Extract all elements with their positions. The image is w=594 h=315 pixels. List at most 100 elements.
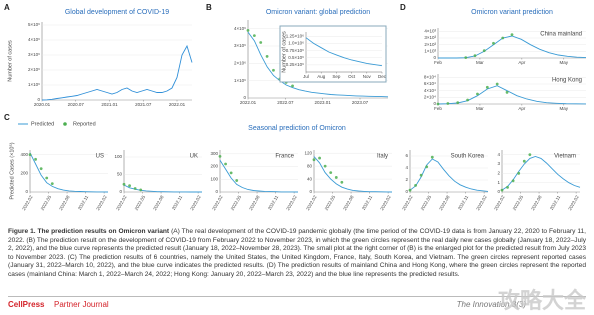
reported-point	[133, 187, 137, 190]
panel-letter: C	[4, 113, 10, 122]
brand: CellPress	[8, 300, 45, 309]
reported-point	[265, 55, 269, 58]
panel-title: Seasonal prediction of Omicron	[248, 125, 346, 132]
y-tick-label: 2×10³	[424, 42, 436, 47]
journal: The Innovation 3(3)	[456, 300, 526, 309]
y-tick-label: 120	[304, 150, 312, 155]
y-tick-label: 1	[497, 180, 500, 185]
subplot-label: China mainland	[540, 32, 582, 38]
x-tick-label: 2022.11	[549, 194, 562, 211]
subplot-label: Vietnam	[554, 154, 576, 160]
y-tick-label: 50	[117, 172, 123, 177]
y-tick-label: 1×10⁶	[234, 78, 246, 83]
reported-point	[505, 90, 509, 94]
x-tick-label: 2022.11	[77, 194, 90, 211]
y-tick-label: 3×10⁶	[234, 43, 246, 48]
y-tick-label: 0	[119, 189, 122, 194]
x-tick-label: 2022.02	[211, 194, 224, 211]
panel-title: Global development of COVID-19	[65, 9, 169, 16]
y-tick-label: 0	[433, 55, 436, 60]
caption: Figure 1. The prediction results on Omic…	[8, 228, 586, 280]
predicted-line	[219, 159, 299, 193]
predicted-line	[313, 156, 393, 193]
x-tick-label: 2022.11	[457, 194, 470, 211]
predicted-line	[438, 35, 587, 59]
reported-point	[229, 171, 233, 175]
y-tick-label: 2	[405, 177, 408, 182]
y-tick-label: 400	[20, 152, 28, 157]
reported-point	[329, 171, 333, 175]
figure: 0 1×10⁶ 2×10⁶ 3×10⁶ 4×10⁶ 5×10⁶ 2020.01 2020.07…	[4, 3, 587, 211]
y-tick-label: 5×10⁶	[28, 22, 40, 27]
predicted-line	[501, 156, 581, 191]
x-tick-label: 2023.02	[379, 194, 392, 211]
x-tick-label: 2022.01	[169, 102, 186, 107]
x-tick-label: 2022.11	[361, 194, 374, 211]
reported-point	[34, 157, 37, 161]
subplot-label: Italy	[377, 154, 388, 160]
y-tick-label: 4×10⁶	[28, 37, 40, 42]
x-tick-label: May	[560, 60, 569, 65]
x-tick-label: 2023.02	[475, 194, 488, 211]
y-tick-label: 8×10⁴	[424, 75, 436, 80]
x-tick-label: 2022.11	[267, 194, 280, 211]
reported-point	[28, 153, 32, 157]
reported-point	[291, 84, 294, 88]
y-tick-label: 0.5×10⁶	[288, 55, 304, 60]
reported-point	[528, 153, 532, 157]
y-tick-label: 3	[497, 161, 500, 166]
y-axis-label: Number of cases	[281, 31, 287, 73]
y-tick-label: 0	[433, 101, 436, 106]
y-tick-label: 4	[497, 152, 500, 157]
reported-point	[252, 34, 256, 37]
y-tick-label: 0	[37, 97, 40, 102]
panel-title: Omicron variant: global prediction	[266, 9, 370, 16]
reported-point	[340, 180, 344, 184]
x-tick-label: Aug	[317, 74, 326, 79]
x-tick-label: 2023.01	[315, 100, 332, 105]
x-tick-label: 2022.02	[21, 194, 34, 211]
y-tick-label: 0	[215, 189, 218, 194]
y-tick-label: 1×10³	[424, 49, 436, 54]
reported-point	[323, 164, 327, 168]
y-tick-label: 1.25×10⁶	[286, 33, 304, 38]
y-tick-label: 0	[309, 189, 312, 194]
y-tick-label: 0	[405, 189, 408, 194]
reported-point	[511, 179, 515, 183]
legend-swatch	[63, 122, 67, 126]
reported-point	[218, 154, 222, 158]
reported-point	[312, 158, 316, 162]
y-axis-label: Predicted Cases (×10⁵)	[8, 142, 15, 199]
y-tick-label: 100	[210, 176, 218, 181]
x-tick-label: Oct	[348, 74, 356, 79]
x-tick-label: 2021.07	[135, 102, 152, 107]
reported-point	[425, 165, 429, 169]
subplot-label: UK	[190, 154, 198, 160]
y-tick-label: 200	[210, 164, 218, 169]
x-tick-label: 2022.05	[134, 194, 147, 211]
x-tick-label: 2022.08	[152, 194, 165, 211]
reported-point	[259, 41, 263, 44]
caption-text: (A) The real development of the COVID-19…	[8, 228, 586, 278]
x-tick-label: 2022.08	[248, 194, 261, 211]
x-tick-label: 2021.01	[101, 102, 118, 107]
subplot-label: France	[275, 154, 294, 160]
x-tick-label: 2022.08	[530, 194, 543, 211]
x-tick-label: Apr	[518, 60, 526, 65]
y-tick-label: 4×10⁶	[234, 26, 246, 31]
reported-point	[482, 49, 486, 53]
reported-point	[456, 101, 460, 105]
y-tick-label: 4×10³	[424, 29, 436, 34]
reported-point	[318, 156, 321, 160]
x-tick-label: 2022.05	[324, 194, 337, 211]
x-tick-label: 2022.05	[230, 194, 243, 211]
y-axis-label: Number of cases	[7, 40, 13, 82]
panel-letter: A	[4, 3, 10, 12]
x-tick-label: Feb	[434, 106, 442, 111]
x-tick-label: 2022.05	[40, 194, 53, 211]
reported-point	[235, 179, 239, 182]
reported-point	[446, 102, 450, 105]
y-tick-label: 3×10³	[424, 35, 436, 40]
reported-point	[464, 56, 468, 59]
